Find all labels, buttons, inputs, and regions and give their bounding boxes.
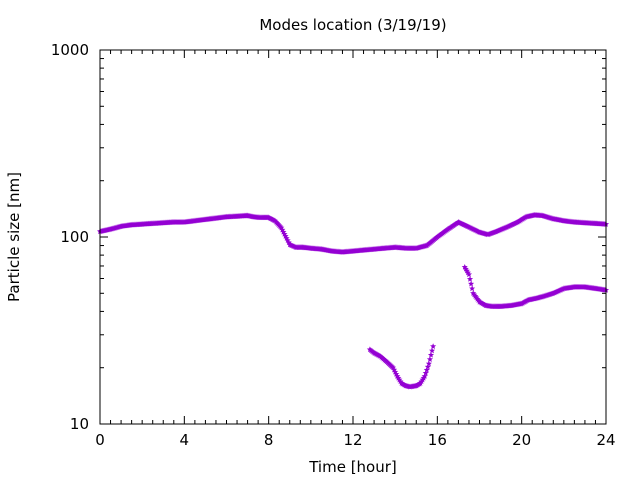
data-point bbox=[430, 343, 437, 349]
y-tick-label: 10 bbox=[70, 415, 89, 433]
y-tick-label: 1000 bbox=[51, 41, 89, 59]
data-point bbox=[426, 356, 433, 362]
data-point bbox=[423, 366, 430, 373]
data-point bbox=[427, 351, 435, 358]
x-tick-labels: 0 4 8 12 16 20 24 bbox=[95, 431, 615, 449]
y-tick-labels: 10 100 1000 bbox=[51, 41, 89, 433]
x-tick-label: 12 bbox=[343, 431, 362, 449]
data-point bbox=[421, 373, 428, 379]
plot-frame bbox=[99, 49, 607, 425]
data-series-1 bbox=[96, 211, 610, 255]
data-point bbox=[469, 285, 476, 292]
data-point bbox=[422, 369, 429, 376]
data-points bbox=[96, 211, 610, 390]
x-tick-label: 24 bbox=[596, 431, 615, 449]
data-point bbox=[468, 280, 475, 287]
data-series-3 bbox=[461, 263, 610, 310]
data-point bbox=[425, 360, 432, 367]
data-point bbox=[424, 363, 431, 370]
x-tick-label: 0 bbox=[95, 431, 105, 449]
y-tick-label: 100 bbox=[60, 228, 89, 246]
tick-marks bbox=[99, 49, 607, 425]
chart-title: Modes location (3/19/19) bbox=[259, 16, 446, 34]
x-tick-label: 8 bbox=[264, 431, 274, 449]
x-tick-label: 20 bbox=[512, 431, 531, 449]
x-axis-label: Time [hour] bbox=[308, 458, 397, 476]
x-tick-label: 16 bbox=[428, 431, 447, 449]
data-point bbox=[466, 276, 474, 282]
data-series-2 bbox=[366, 343, 437, 390]
y-axis-label: Particle size [nm] bbox=[5, 172, 23, 302]
data-point bbox=[465, 271, 472, 278]
data-point bbox=[429, 347, 436, 354]
x-tick-label: 4 bbox=[180, 431, 190, 449]
